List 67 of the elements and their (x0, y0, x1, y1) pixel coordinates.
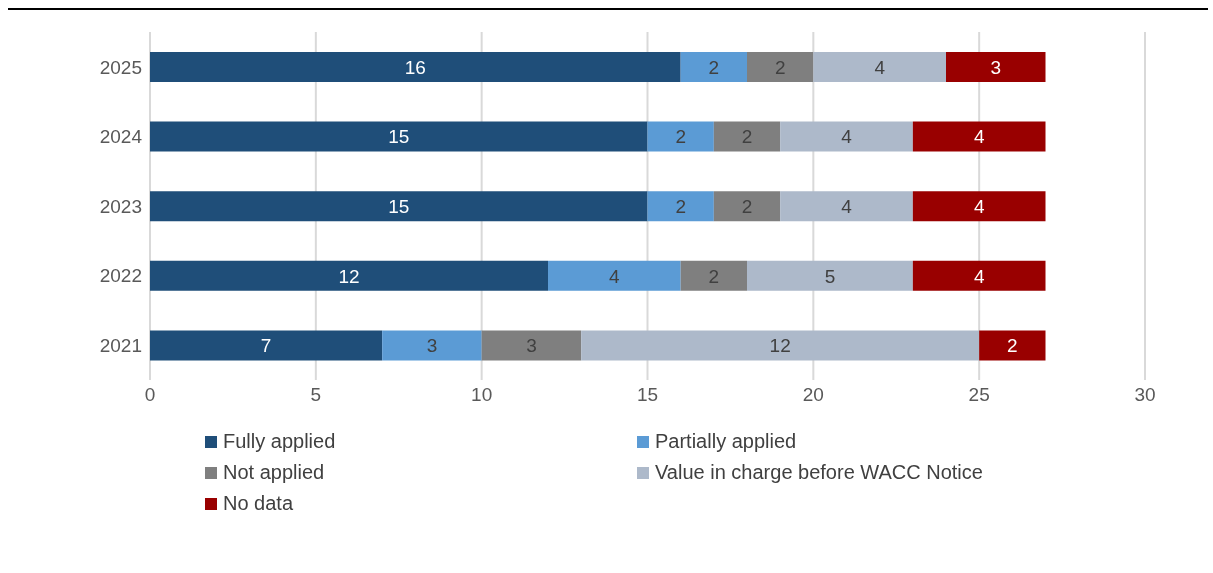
bar (680, 52, 747, 82)
bar (647, 191, 714, 222)
data-label: 2 (675, 195, 686, 217)
data-label: 4 (609, 265, 621, 287)
x-tick-label: 15 (636, 384, 659, 406)
bar (747, 260, 913, 291)
legend-label: Not applied (223, 461, 325, 484)
bar (780, 191, 913, 222)
bar (581, 330, 980, 361)
data-label: 5 (824, 265, 836, 287)
data-label: 7 (260, 335, 272, 357)
data-label: 2 (675, 126, 686, 148)
data-label: 2 (774, 56, 786, 78)
bar (150, 121, 648, 152)
bar (481, 330, 582, 361)
bar (713, 121, 781, 152)
x-tick-label: 30 (1134, 384, 1156, 406)
data-label: 12 (338, 265, 360, 287)
data-label: 4 (841, 195, 853, 217)
bar (150, 191, 648, 222)
bar (382, 330, 482, 361)
data-label: 3 (526, 335, 537, 357)
data-label: 12 (769, 335, 791, 357)
data-label: 2 (1007, 335, 1018, 357)
legend-label: Partially applied (655, 430, 797, 453)
x-tick-label: 5 (310, 384, 322, 406)
data-label: 15 (388, 126, 410, 148)
bar (912, 260, 1046, 291)
bar (780, 121, 913, 152)
bar (647, 121, 714, 152)
x-tick-label: 25 (968, 384, 990, 406)
bar (946, 52, 1046, 82)
legend-label: Value in charge before WACC Notice (655, 461, 983, 484)
x-tick-label: 0 (144, 384, 156, 406)
y-tick-label: 2022 (99, 265, 142, 287)
data-label: 4 (973, 195, 985, 217)
bar (150, 52, 681, 82)
y-tick-label: 2025 (99, 56, 142, 78)
data-label: 2 (741, 195, 753, 217)
y-tick-label: 2024 (99, 126, 143, 148)
x-tick-label: 10 (471, 384, 493, 406)
bar (150, 330, 383, 361)
bar (912, 121, 1046, 152)
data-label: 2 (708, 56, 720, 78)
data-label: 4 (973, 126, 985, 148)
y-tick-label: 2021 (99, 334, 142, 356)
data-label: 3 (426, 335, 438, 357)
data-label: 4 (973, 265, 985, 287)
bar (713, 191, 781, 222)
legend-label: No data (223, 492, 294, 515)
data-label: 16 (404, 56, 426, 78)
data-label: 4 (874, 56, 886, 78)
x-tick-label: 20 (802, 384, 824, 406)
bar (150, 260, 548, 291)
bar (813, 52, 946, 82)
data-label: 4 (841, 126, 853, 148)
data-label: 15 (388, 195, 410, 217)
bar (747, 52, 814, 82)
data-label: 2 (741, 126, 753, 148)
y-tick-label: 2023 (99, 195, 142, 217)
legend-label: Fully applied (223, 430, 336, 453)
data-label: 3 (990, 56, 1002, 78)
bar (548, 260, 681, 291)
bar (912, 191, 1046, 222)
bar (680, 260, 747, 291)
data-label: 2 (708, 265, 720, 287)
bar (979, 330, 1046, 361)
